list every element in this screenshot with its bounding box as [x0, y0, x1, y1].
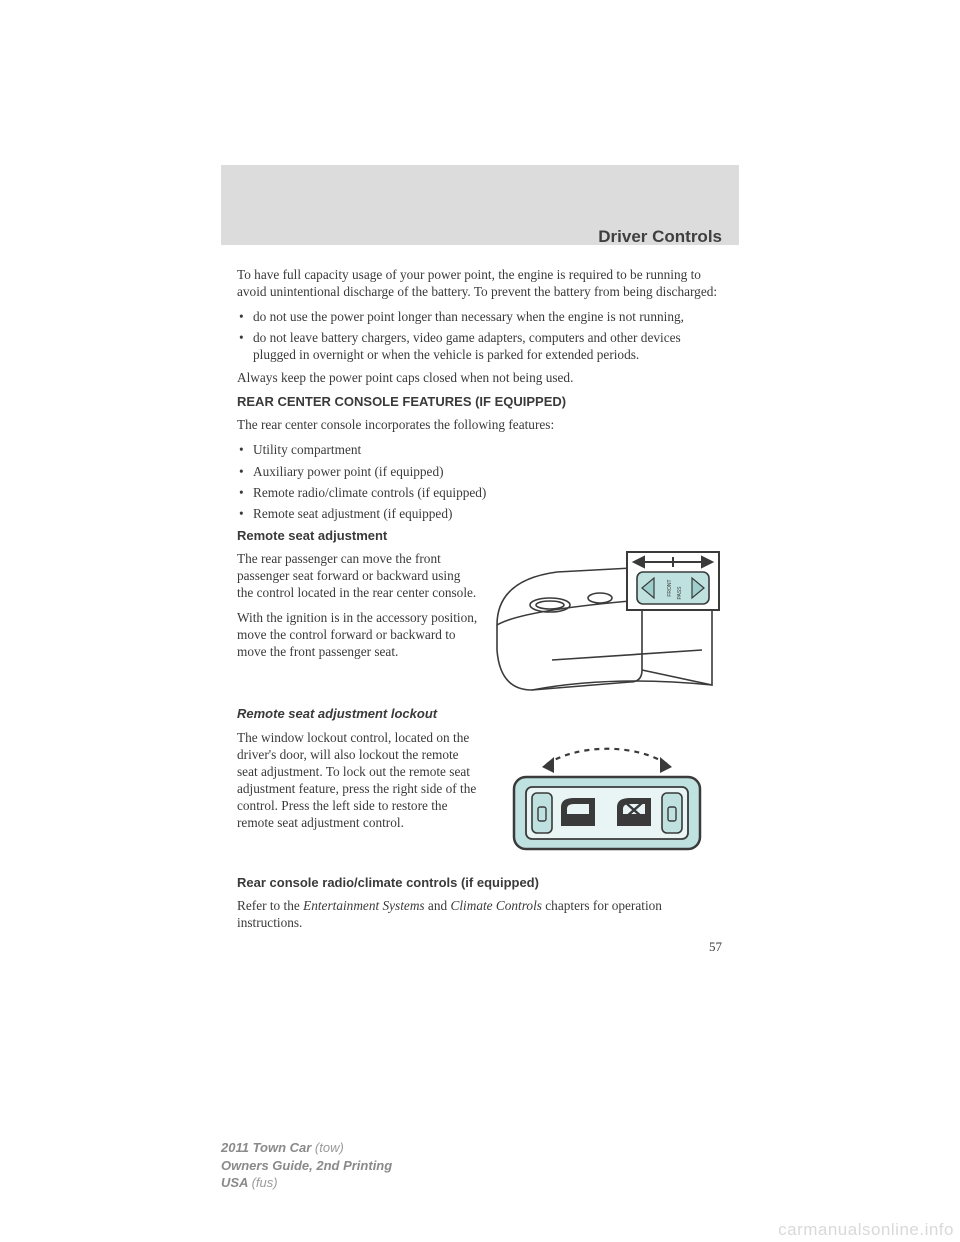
intro-paragraph: To have full capacity usage of your powe… — [237, 266, 722, 300]
rear-console-heading: REAR CENTER CONSOLE FEATURES (IF EQUIPPE… — [237, 394, 722, 411]
footer-line-2: Owners Guide, 2nd Printing — [221, 1157, 392, 1175]
rr-mid: and — [425, 898, 451, 913]
list-item: Auxiliary power point (if equipped) — [237, 463, 722, 480]
page-number: 57 — [237, 939, 722, 956]
lockout-text: The window lockout control, located on t… — [237, 729, 478, 839]
svg-text:FRONT: FRONT — [667, 580, 673, 597]
rear-console-list: Utility compartment Auxiliary power poin… — [237, 441, 722, 521]
footer: 2011 Town Car (tow) Owners Guide, 2nd Pr… — [221, 1139, 392, 1192]
lockout-heading: Remote seat adjustment lockout — [237, 706, 722, 723]
rear-radio-paragraph: Refer to the Entertainment Systems and C… — [237, 897, 722, 931]
remote-seat-row: The rear passenger can move the front pa… — [237, 550, 722, 700]
rear-radio-heading: Rear console radio/climate controls (if … — [237, 875, 722, 892]
body-content: Driver Controls To have full capacity us… — [237, 230, 722, 956]
footer-model: 2011 Town Car — [221, 1140, 315, 1155]
list-item: Remote seat adjustment (if equipped) — [237, 505, 722, 522]
remote-seat-heading: Remote seat adjustment — [237, 528, 722, 545]
list-item: do not leave battery chargers, video gam… — [237, 329, 722, 363]
list-item: Utility compartment — [237, 441, 722, 458]
footer-line-3: USA (fus) — [221, 1174, 392, 1192]
section-title: Driver Controls — [237, 226, 722, 248]
footer-region: USA — [221, 1175, 252, 1190]
rr-pre: Refer to the — [237, 898, 303, 913]
remote-seat-p1: The rear passenger can move the front pa… — [237, 550, 478, 601]
list-item: Remote radio/climate controls (if equipp… — [237, 484, 722, 501]
remote-seat-text: The rear passenger can move the front pa… — [237, 550, 478, 668]
list-item: do not use the power point longer than n… — [237, 308, 722, 325]
always-keep-paragraph: Always keep the power point caps closed … — [237, 369, 722, 386]
footer-code1: (tow) — [315, 1140, 344, 1155]
lockout-row: The window lockout control, located on t… — [237, 729, 722, 869]
intro-bullet-list: do not use the power point longer than n… — [237, 308, 722, 363]
footer-code2: (fus) — [252, 1175, 278, 1190]
console-illustration: FRONT PASS — [492, 550, 722, 700]
remote-seat-p2: With the ignition is in the accessory po… — [237, 609, 478, 660]
remote-seat-figure: FRONT PASS — [492, 550, 722, 700]
svg-text:PASS: PASS — [677, 586, 683, 600]
page: Driver Controls To have full capacity us… — [0, 0, 960, 1242]
lockout-paragraph: The window lockout control, located on t… — [237, 729, 478, 831]
rear-console-intro: The rear center console incorporates the… — [237, 416, 722, 433]
rr-em1: Entertainment Systems — [303, 898, 425, 913]
watermark: carmanualsonline.info — [778, 1220, 954, 1240]
rr-em2: Climate Controls — [450, 898, 542, 913]
lockout-figure — [492, 729, 722, 869]
footer-line-1: 2011 Town Car (tow) — [221, 1139, 392, 1157]
lockout-illustration — [492, 729, 722, 869]
